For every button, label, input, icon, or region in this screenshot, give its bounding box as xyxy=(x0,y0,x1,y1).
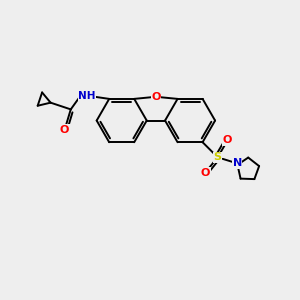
Text: NH: NH xyxy=(78,91,96,100)
Text: S: S xyxy=(214,152,222,162)
Text: N: N xyxy=(232,158,242,169)
Text: O: O xyxy=(223,135,232,146)
Text: O: O xyxy=(60,125,69,135)
Text: O: O xyxy=(201,167,210,178)
Text: O: O xyxy=(151,92,160,102)
